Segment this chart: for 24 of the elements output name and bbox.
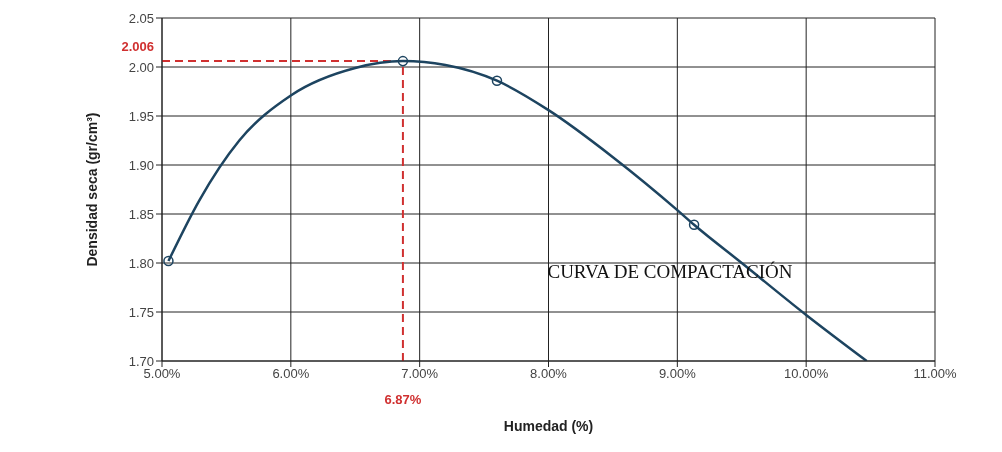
x-tick-label: 7.00% — [401, 366, 439, 382]
y-axis-title: Densidad seca (gr/cm³) — [83, 112, 100, 267]
point — [688, 219, 700, 231]
x-tick-label: 5.00% — [143, 366, 181, 382]
point — [397, 55, 409, 67]
y-tick-label: 1.90 — [128, 157, 154, 173]
x-tick-label: 9.00% — [658, 366, 697, 382]
line-series — [167, 59, 868, 361]
ref-line-label: 2.006 — [121, 39, 154, 55]
point — [163, 255, 174, 267]
x-axis-title: Humedad (%) — [503, 417, 594, 434]
y-tick-label: 2.05 — [128, 10, 154, 26]
x-tick-label: 10.00% — [784, 366, 829, 382]
x-tick-label: 11.00% — [913, 366, 957, 382]
point — [491, 75, 503, 86]
y-tick-label: 2.00 — [128, 59, 154, 75]
ref-line-label: 6.87% — [384, 392, 422, 408]
x-tick-label: 8.00% — [530, 366, 568, 382]
y-tick-label: 1.75 — [128, 304, 154, 320]
y-tick-label: 1.95 — [128, 108, 154, 124]
y-tick-label: 1.70 — [128, 353, 154, 369]
y-tick-label: 1.80 — [128, 255, 154, 271]
x-tick-label: 6.00% — [272, 366, 310, 382]
y-tick-label: 1.85 — [128, 206, 154, 222]
